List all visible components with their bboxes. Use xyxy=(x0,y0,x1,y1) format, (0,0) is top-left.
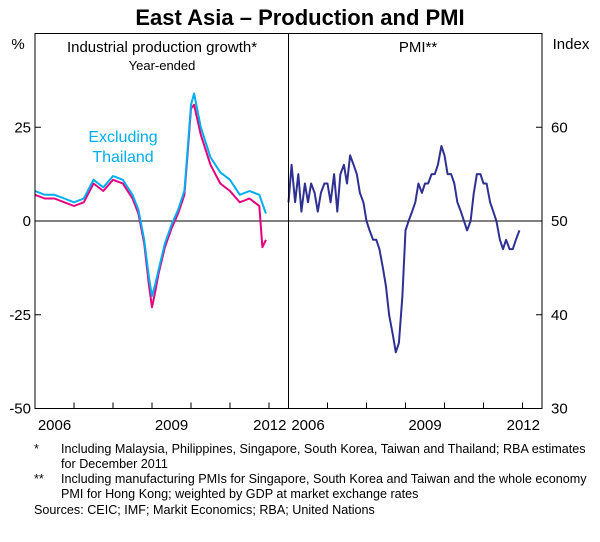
chart: East Asia – Production and PMI % Index 2… xyxy=(9,5,590,434)
x-tick-label: 2009 xyxy=(155,417,188,434)
footnote-mark: * xyxy=(34,442,39,456)
x-tick-label: 2006 xyxy=(38,417,71,434)
sources: Sources: CEIC; IMF; Markit Economics; RB… xyxy=(34,503,375,517)
x-tick-label: 2006 xyxy=(291,417,324,434)
left-tick-label: -25 xyxy=(9,307,31,324)
footnotes: * Including Malaysia, Philippines, Singa… xyxy=(34,442,594,518)
right-axis-unit: Index xyxy=(553,36,590,53)
right-tick-label: 30 xyxy=(551,401,568,418)
x-tick-label: 2012 xyxy=(507,417,540,434)
series-line-production xyxy=(34,92,267,297)
annotation-line: Excluding xyxy=(88,129,157,146)
footnote-text: Including Malaysia, Philippines, Singapo… xyxy=(61,442,586,471)
left-tick-label: 25 xyxy=(14,119,31,136)
footnote-2: ** Including manufacturing PMIs for Sing… xyxy=(34,472,594,502)
right-tick-label: 60 xyxy=(551,119,568,136)
series-line-pmi xyxy=(287,145,521,354)
series-lines xyxy=(34,92,521,354)
panel-title-pmi: PMI** xyxy=(399,39,438,56)
x-tick-label: 2012 xyxy=(253,417,286,434)
panel-title-production: Industrial production growth* xyxy=(67,39,257,56)
panel-subtitle-production: Year-ended xyxy=(129,58,196,73)
left-tick-label: -50 xyxy=(9,401,31,418)
footnote-text: Including manufacturing PMIs for Singapo… xyxy=(61,472,587,501)
right-tick-label: 40 xyxy=(551,307,568,324)
x-tick-label: 2009 xyxy=(408,417,441,434)
footnote-1: * Including Malaysia, Philippines, Singa… xyxy=(34,442,594,472)
chart-title: East Asia – Production and PMI xyxy=(135,5,464,30)
axis-labels: 25 0 -25 -50 60 50 40 30 2006 2009 2012 2006 2009 201… xyxy=(9,119,567,434)
footnote-mark: ** xyxy=(34,472,44,486)
series-annotation-excluding-thailand: Excluding Thailand xyxy=(88,129,157,166)
left-tick-label: 0 xyxy=(23,213,31,230)
right-tick-label: 50 xyxy=(551,213,568,230)
annotation-line: Thailand xyxy=(92,149,153,166)
left-axis-unit: % xyxy=(11,36,24,53)
